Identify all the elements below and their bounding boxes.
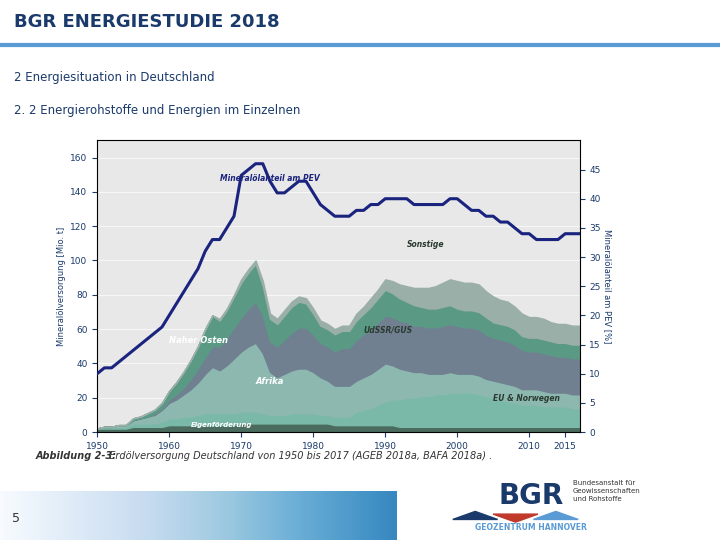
Y-axis label: Mineralölversorgung [Mio. t]: Mineralölversorgung [Mio. t] [57, 227, 66, 346]
Text: 2. 2 Energierohstoffe und Energien im Einzelnen: 2. 2 Energierohstoffe und Energien im Ei… [14, 104, 301, 117]
Text: Afrika: Afrika [256, 377, 284, 386]
Text: Sonstige: Sonstige [407, 240, 444, 249]
Text: Erdölversorgung Deutschland von 1950 bis 2017 (AGEB 2018a, BAFA 2018a) .: Erdölversorgung Deutschland von 1950 bis… [102, 451, 492, 461]
Text: Eigenförderung: Eigenförderung [191, 422, 252, 428]
Text: 5: 5 [12, 512, 19, 525]
Text: Bundesanstalt für
Geowissenschaften
und Rohstoffe: Bundesanstalt für Geowissenschaften und … [573, 480, 641, 502]
Text: GEOZENTRUM HANNOVER: GEOZENTRUM HANNOVER [475, 523, 587, 531]
Text: Mineralölanteil am PEV: Mineralölanteil am PEV [220, 174, 320, 183]
Text: EU & Norwegen: EU & Norwegen [493, 394, 560, 403]
Text: Naher Osten: Naher Osten [169, 336, 228, 345]
Text: 2 Energiesituation in Deutschland: 2 Energiesituation in Deutschland [14, 71, 215, 84]
Y-axis label: Mineralölanteil am PEV [%]: Mineralölanteil am PEV [%] [603, 229, 612, 343]
Text: BGR ENERGIESTUDIE 2018: BGR ENERGIESTUDIE 2018 [14, 13, 280, 31]
Text: BGR: BGR [498, 482, 564, 510]
Text: Abbildung 2-3:: Abbildung 2-3: [36, 451, 117, 461]
Text: UdSSR/GUS: UdSSR/GUS [364, 326, 413, 334]
